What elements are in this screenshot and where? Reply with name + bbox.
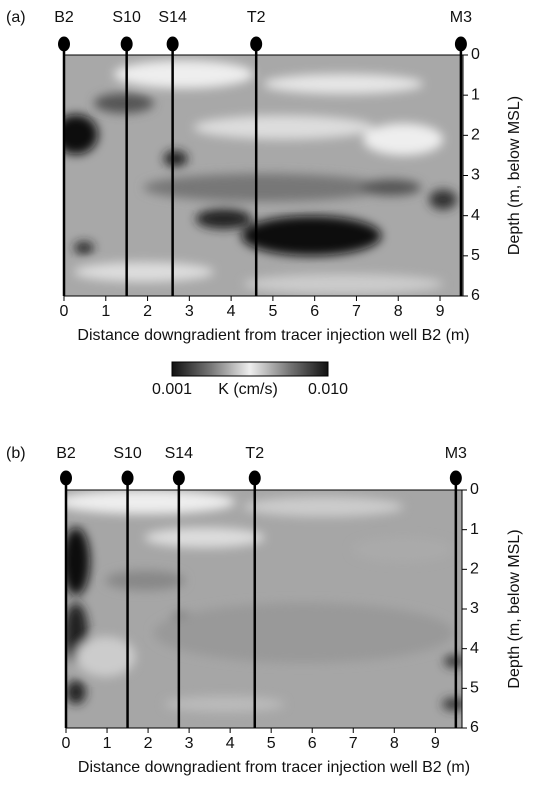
well-marker — [449, 470, 462, 486]
x-tick-label: 8 — [394, 303, 403, 320]
y-tick-label: 5 — [471, 247, 480, 264]
heatmap-patch — [363, 123, 444, 156]
x-tick-label: 0 — [60, 303, 69, 320]
well-label: T2 — [245, 445, 264, 462]
x-tick-label: 2 — [144, 735, 153, 752]
heatmap-patch — [164, 696, 285, 713]
well-marker — [120, 36, 133, 52]
x-tick-label: 3 — [185, 303, 194, 320]
heatmap-patch — [444, 655, 462, 668]
well-marker — [248, 470, 261, 486]
x-tick-label: 8 — [390, 735, 399, 752]
heatmap — [64, 55, 463, 296]
x-axis-label: Distance downgradient from tracer inject… — [78, 759, 470, 776]
heatmap-patch — [66, 527, 90, 596]
panel-label: (b) — [6, 445, 26, 462]
well-marker — [121, 470, 134, 486]
colorbar-label: K (cm/s) — [218, 381, 278, 398]
well-marker — [58, 36, 70, 52]
heatmap-patch — [361, 179, 422, 196]
colorbar-min: 0.001 — [152, 381, 192, 398]
x-tick-label: 4 — [227, 303, 236, 320]
y-tick-label: 0 — [470, 481, 479, 498]
well-marker — [454, 36, 467, 52]
x-tick-label: 5 — [267, 735, 276, 752]
y-tick-label: 3 — [470, 600, 479, 617]
heatmap-patch — [66, 680, 86, 705]
well-label: S14 — [165, 445, 194, 462]
well-label: S10 — [112, 9, 141, 26]
heatmap-patch — [105, 570, 186, 591]
y-tick-label: 6 — [470, 719, 479, 736]
y-tick-label: 2 — [471, 127, 480, 144]
y-axis-label: Depth (m, below MSL) — [506, 529, 523, 688]
x-tick-label: 2 — [143, 303, 152, 320]
heatmap-patch — [263, 73, 424, 94]
x-tick-label: 7 — [349, 735, 358, 752]
x-tick-label: 7 — [352, 303, 361, 320]
well-marker — [172, 470, 185, 486]
y-tick-label: 0 — [471, 46, 480, 63]
heatmap-patch — [153, 602, 454, 663]
well-label: S14 — [158, 9, 187, 26]
well-marker — [60, 470, 72, 486]
well-marker — [166, 36, 179, 52]
heatmap-patch — [243, 496, 404, 517]
well-label: M3 — [450, 9, 472, 26]
heatmap-patch — [144, 527, 265, 548]
x-tick-label: 3 — [185, 735, 194, 752]
y-tick-label: 6 — [471, 287, 480, 304]
heatmap-patch — [75, 636, 136, 677]
heatmap-patch — [73, 261, 214, 282]
well-label: B2 — [54, 9, 74, 26]
heatmap-patch — [163, 150, 188, 167]
x-tick-label: 5 — [268, 303, 277, 320]
heatmap-patch — [143, 173, 384, 202]
x-tick-label: 6 — [310, 303, 319, 320]
heatmap — [66, 490, 462, 728]
y-tick-label: 4 — [471, 207, 480, 224]
heatmap-patch — [113, 60, 254, 89]
heatmap-patch — [93, 93, 154, 114]
x-tick-label: 1 — [101, 303, 110, 320]
x-tick-label: 9 — [436, 303, 445, 320]
y-tick-label: 3 — [471, 167, 480, 184]
y-tick-label: 5 — [470, 680, 479, 697]
well-label: M3 — [445, 445, 467, 462]
x-tick-label: 6 — [308, 735, 317, 752]
heatmap-texture — [66, 490, 462, 713]
heatmap-texture — [64, 60, 458, 294]
heatmap-patch — [64, 114, 98, 155]
heatmap-patch — [66, 490, 236, 514]
y-tick-label: 1 — [471, 86, 480, 103]
x-tick-label: 9 — [431, 735, 440, 752]
x-tick-label: 0 — [62, 735, 71, 752]
heatmap-patch — [195, 208, 252, 229]
colorbar — [171, 361, 329, 377]
heatmap-patch — [73, 241, 94, 254]
heatmap-patch — [243, 273, 444, 294]
y-axis-label: Depth (m, below MSL) — [506, 96, 523, 255]
well-marker — [250, 36, 263, 52]
heatmap-patch — [241, 215, 382, 256]
x-axis-label: Distance downgradient from tracer inject… — [77, 327, 469, 344]
well-label: S10 — [113, 445, 142, 462]
heatmap-patch — [429, 189, 458, 210]
x-tick-label: 4 — [226, 735, 235, 752]
heatmap-patch — [193, 115, 374, 140]
x-tick-label: 1 — [103, 735, 112, 752]
well-label: T2 — [247, 9, 266, 26]
well-label: B2 — [56, 445, 76, 462]
y-tick-label: 1 — [470, 521, 479, 538]
y-tick-label: 4 — [470, 640, 479, 657]
heatmap-patch — [352, 537, 453, 562]
y-tick-label: 2 — [470, 561, 479, 578]
colorbar-max: 0.010 — [308, 381, 348, 398]
panel-label: (a) — [6, 9, 26, 26]
